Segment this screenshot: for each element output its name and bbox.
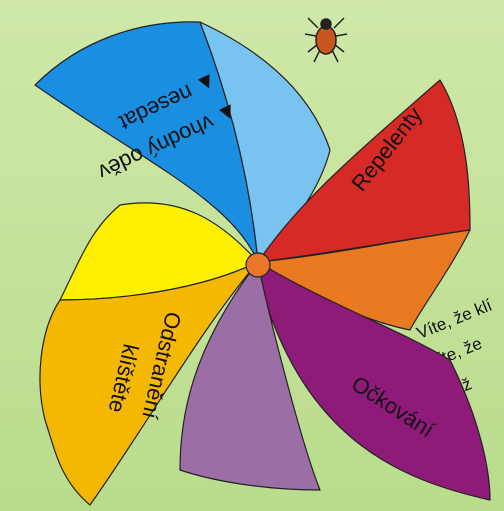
pinwheel-illustration: Víte, že klí Víte, že Kaž Repelenty Očko…: [0, 0, 504, 511]
hub: [246, 253, 270, 277]
